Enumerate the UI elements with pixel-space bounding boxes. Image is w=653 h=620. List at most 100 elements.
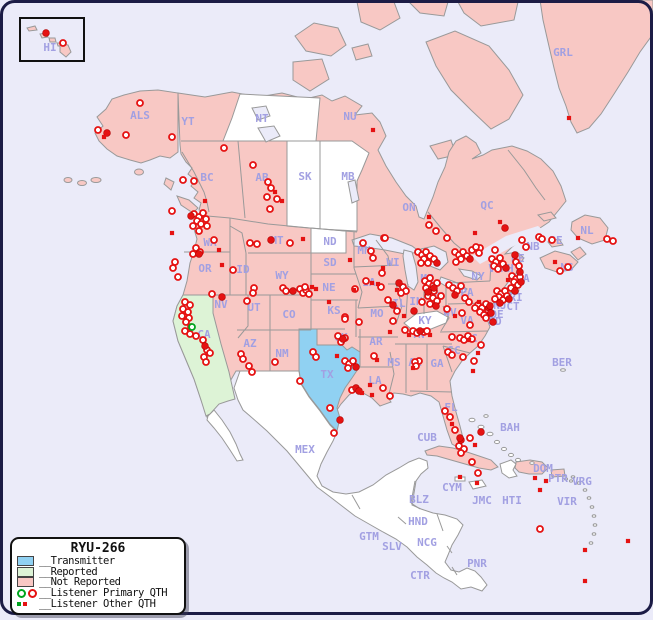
region-label-NB: NB <box>526 240 540 253</box>
listener-primary-qth-marker-filled <box>389 301 397 309</box>
listener-primary-qth-marker <box>199 336 207 344</box>
region-label-HND: HND <box>408 515 428 528</box>
region-label-PNR: PNR <box>467 557 487 570</box>
region-label-AR: AR <box>369 335 383 348</box>
listener-primary-qth-marker <box>122 131 130 139</box>
listener-other-qth-marker <box>313 286 319 292</box>
listener-primary-qth-marker-filled <box>339 335 347 343</box>
listener-primary-qth-marker <box>182 318 190 326</box>
region-label-BAH: BAH <box>500 421 520 434</box>
listener-other-qth-marker <box>300 236 306 242</box>
legend-swatch <box>17 556 39 567</box>
region-label-NV: NV <box>214 298 228 311</box>
listener-primary-qth-marker <box>174 273 182 281</box>
region-label-QC: QC <box>480 199 493 212</box>
listener-primary-qth-marker <box>457 282 465 290</box>
listener-primary-qth-marker <box>210 236 218 244</box>
listener-primary-qth-marker <box>397 289 405 297</box>
region-label-NT: NT <box>255 112 269 125</box>
region-label-MEX: MEX <box>295 443 315 456</box>
listener-primary-qth-marker-filled <box>466 255 474 263</box>
listener-primary-qth-marker <box>448 333 456 341</box>
listener-other-qth-marker <box>279 198 285 204</box>
listener-primary-qth-marker <box>178 312 186 320</box>
listener-primary-qth-marker <box>443 305 451 313</box>
region-label-VIR: VIR <box>557 495 577 508</box>
listener-primary-qth-marker <box>458 309 466 317</box>
listener-other-qth-marker <box>449 421 455 427</box>
listener-primary-qth-marker <box>168 207 176 215</box>
listener-primary-qth-marker <box>386 392 394 400</box>
listener-primary-qth-marker <box>384 296 392 304</box>
listener-primary-qth-marker <box>195 227 203 235</box>
region-label-WY: WY <box>275 269 289 282</box>
listener-other-qth-marker <box>552 259 558 265</box>
listener-primary-qth-marker-filled <box>289 287 297 295</box>
legend-swatch <box>17 601 39 606</box>
listener-other-qth-marker <box>426 214 432 220</box>
listener-primary-qth-marker <box>417 259 425 267</box>
listener-primary-qth-marker <box>184 308 192 316</box>
listener-primary-qth-marker-filled <box>502 264 510 272</box>
region-label-CUB: CUB <box>417 431 437 444</box>
listener-other-qth-marker <box>476 299 482 305</box>
listener-primary-qth-marker <box>208 290 216 298</box>
listener-primary-qth-marker <box>359 239 367 247</box>
listener-primary-qth-marker <box>186 301 194 309</box>
listener-primary-qth-marker <box>59 39 67 47</box>
listener-primary-qth-marker <box>466 434 474 442</box>
listener-primary-qth-marker <box>220 144 228 152</box>
listener-primary-qth-marker-filled <box>511 287 519 295</box>
listener-primary-qth-marker <box>378 269 386 277</box>
listener-other-qth-marker <box>452 313 458 319</box>
listener-other-qth-marker <box>406 332 412 338</box>
listener-primary-qth-marker <box>203 222 211 230</box>
listener-primary-qth-marker-filled <box>42 29 50 37</box>
listener-primary-qth-marker-filled <box>187 212 195 220</box>
legend-item-label: __Transmitter <box>39 555 115 568</box>
listener-primary-qth-marker <box>518 236 526 244</box>
listener-primary-qth-marker <box>169 264 177 272</box>
listener-primary-qth-marker <box>437 292 445 300</box>
listener-other-qth-marker <box>375 281 381 287</box>
region-label-WI: WI <box>386 256 399 269</box>
region-label-RI: RI <box>509 291 522 304</box>
listener-primary-qth-marker <box>273 195 281 203</box>
region-label-KY: KY <box>418 314 432 327</box>
listener-primary-qth-marker-filled <box>410 307 418 315</box>
listener-primary-qth-marker <box>202 215 210 223</box>
listener-primary-qth-marker <box>494 265 502 273</box>
region-label-YT: YT <box>181 115 195 128</box>
region-label-BC: BC <box>200 171 213 184</box>
listener-primary-qth-marker <box>305 290 313 298</box>
listener-primary-qth-marker <box>136 99 144 107</box>
listener-primary-qth-marker <box>271 358 279 366</box>
listener-other-qth-marker <box>474 480 480 486</box>
listener-primary-qth-marker <box>538 235 546 243</box>
legend-swatch <box>17 577 39 588</box>
listener-primary-qth-marker <box>249 289 257 297</box>
listener-primary-qth-marker <box>245 362 253 370</box>
listener-primary-qth-marker <box>423 327 431 335</box>
listener-primary-qth-marker <box>171 258 179 266</box>
region-label-CO: CO <box>282 308 296 321</box>
listener-primary-qth-marker <box>474 469 482 477</box>
listener-primary-qth-marker <box>564 263 572 271</box>
region-label-NM: NM <box>275 347 289 360</box>
legend-row-3: __Listener Primary QTH <box>12 587 184 599</box>
region-label-BLZ: BLZ <box>409 493 429 506</box>
listener-other-qth-marker <box>566 115 572 121</box>
listener-primary-qth-marker <box>206 349 214 357</box>
listener-primary-qth-marker <box>451 426 459 434</box>
listener-primary-qth-marker <box>189 222 197 230</box>
region-label-MS: MS <box>387 356 400 369</box>
legend-row-0: __Transmitter <box>12 555 184 568</box>
listener-other-qth-marker <box>532 475 538 481</box>
listener-other-qth-marker <box>582 578 588 584</box>
region-label-CT: CT <box>506 300 520 313</box>
listener-other-qth-marker <box>543 478 549 484</box>
region-label-KS: KS <box>327 304 340 317</box>
region-label-ALS: ALS <box>130 109 150 122</box>
legend-swatch <box>17 588 39 598</box>
